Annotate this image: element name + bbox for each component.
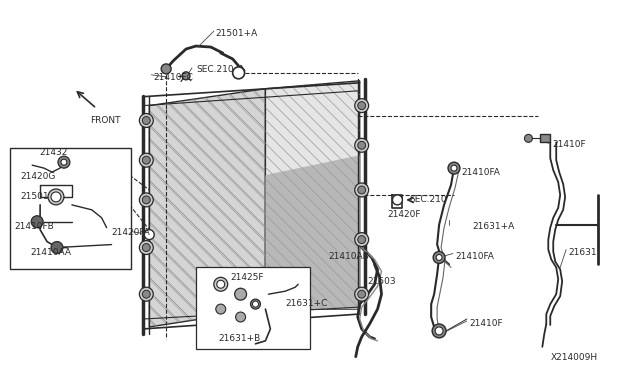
Text: 21501+A: 21501+A <box>216 29 258 38</box>
Circle shape <box>236 312 246 322</box>
Text: 21410FB: 21410FB <box>14 222 54 231</box>
Circle shape <box>217 280 225 288</box>
Circle shape <box>253 301 259 307</box>
Text: FRONT: FRONT <box>90 116 120 125</box>
Circle shape <box>51 241 63 253</box>
Circle shape <box>142 156 150 164</box>
Circle shape <box>432 324 446 338</box>
Text: SEC.210: SEC.210 <box>196 65 234 74</box>
Circle shape <box>140 153 153 167</box>
Bar <box>10 148 131 269</box>
Circle shape <box>48 189 64 205</box>
Circle shape <box>250 299 260 309</box>
Text: 21503: 21503 <box>367 277 396 286</box>
Text: 21420F: 21420F <box>387 210 421 219</box>
Circle shape <box>355 232 369 247</box>
Circle shape <box>140 287 153 301</box>
Circle shape <box>58 156 70 168</box>
Circle shape <box>436 254 442 260</box>
Text: 21410AA: 21410AA <box>30 247 71 257</box>
Text: 21410FA: 21410FA <box>455 251 494 260</box>
Circle shape <box>392 195 403 205</box>
Circle shape <box>355 138 369 152</box>
Circle shape <box>448 162 460 174</box>
Circle shape <box>355 183 369 197</box>
Circle shape <box>233 67 244 79</box>
Circle shape <box>31 216 43 228</box>
Circle shape <box>51 192 61 202</box>
Text: 21501: 21501 <box>20 192 49 201</box>
Circle shape <box>161 64 171 74</box>
Text: 21631+C: 21631+C <box>285 299 328 308</box>
Circle shape <box>451 165 457 171</box>
Text: 21410F: 21410F <box>469 319 502 328</box>
Circle shape <box>358 186 365 194</box>
Text: X214009H: X214009H <box>550 353 597 362</box>
Circle shape <box>435 327 443 335</box>
Bar <box>540 134 550 142</box>
Circle shape <box>140 193 153 207</box>
Circle shape <box>216 304 226 314</box>
Circle shape <box>358 290 365 298</box>
Circle shape <box>182 72 190 80</box>
Polygon shape <box>149 89 266 327</box>
Circle shape <box>140 241 153 254</box>
Circle shape <box>142 290 150 298</box>
Circle shape <box>142 244 150 251</box>
Circle shape <box>214 277 228 291</box>
Circle shape <box>358 141 365 149</box>
Circle shape <box>358 235 365 244</box>
Text: 21420FA: 21420FA <box>111 228 150 237</box>
Polygon shape <box>266 155 360 309</box>
Text: 21410FC: 21410FC <box>153 73 193 82</box>
Circle shape <box>140 113 153 128</box>
Circle shape <box>235 288 246 300</box>
Circle shape <box>433 251 445 263</box>
Text: 21631+B: 21631+B <box>219 334 261 343</box>
Bar <box>196 267 310 349</box>
Text: 21631+A: 21631+A <box>473 222 515 231</box>
Text: 21631: 21631 <box>568 247 596 257</box>
Text: 21432: 21432 <box>39 148 67 157</box>
Text: 21410F: 21410F <box>552 140 586 149</box>
Circle shape <box>355 287 369 301</box>
Text: 21410FA: 21410FA <box>461 168 500 177</box>
Circle shape <box>524 134 532 142</box>
Circle shape <box>358 102 365 110</box>
Text: 21410AB: 21410AB <box>328 251 369 260</box>
Circle shape <box>142 116 150 125</box>
Text: SEC.210: SEC.210 <box>410 195 447 204</box>
Circle shape <box>145 230 154 240</box>
Circle shape <box>355 99 369 113</box>
Text: 21420G: 21420G <box>20 172 56 181</box>
Circle shape <box>142 196 150 204</box>
Text: 21425F: 21425F <box>230 273 264 282</box>
Circle shape <box>61 159 67 165</box>
Polygon shape <box>266 81 360 309</box>
